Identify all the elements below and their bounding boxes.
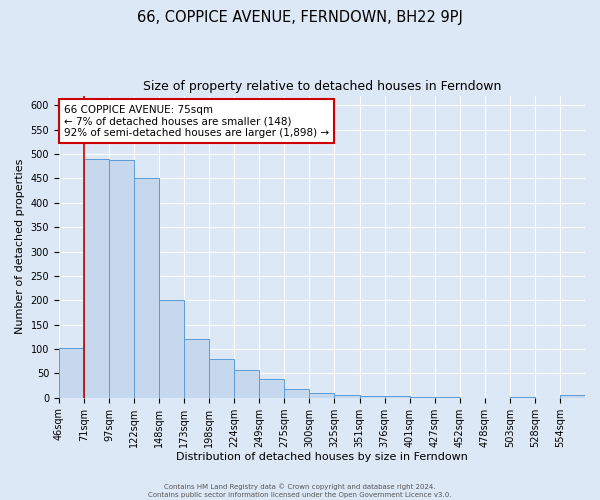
Bar bbox=[284, 390, 310, 398]
Bar bbox=[59, 348, 84, 398]
Bar bbox=[259, 379, 284, 398]
Bar bbox=[109, 160, 134, 398]
Bar bbox=[310, 393, 334, 398]
Bar bbox=[334, 396, 359, 398]
Title: Size of property relative to detached houses in Ferndown: Size of property relative to detached ho… bbox=[143, 80, 501, 93]
Text: 66 COPPICE AVENUE: 75sqm
← 7% of detached houses are smaller (148)
92% of semi-d: 66 COPPICE AVENUE: 75sqm ← 7% of detache… bbox=[64, 104, 329, 138]
Bar bbox=[385, 396, 410, 398]
Bar bbox=[84, 159, 109, 398]
X-axis label: Distribution of detached houses by size in Ferndown: Distribution of detached houses by size … bbox=[176, 452, 468, 462]
Y-axis label: Number of detached properties: Number of detached properties bbox=[15, 159, 25, 334]
Text: Contains HM Land Registry data © Crown copyright and database right 2024.
Contai: Contains HM Land Registry data © Crown c… bbox=[148, 484, 452, 498]
Text: 66, COPPICE AVENUE, FERNDOWN, BH22 9PJ: 66, COPPICE AVENUE, FERNDOWN, BH22 9PJ bbox=[137, 10, 463, 25]
Bar bbox=[184, 339, 209, 398]
Bar bbox=[209, 358, 234, 398]
Bar bbox=[159, 300, 184, 398]
Bar bbox=[560, 396, 585, 398]
Bar bbox=[359, 396, 385, 398]
Bar bbox=[134, 178, 159, 398]
Bar bbox=[234, 370, 259, 398]
